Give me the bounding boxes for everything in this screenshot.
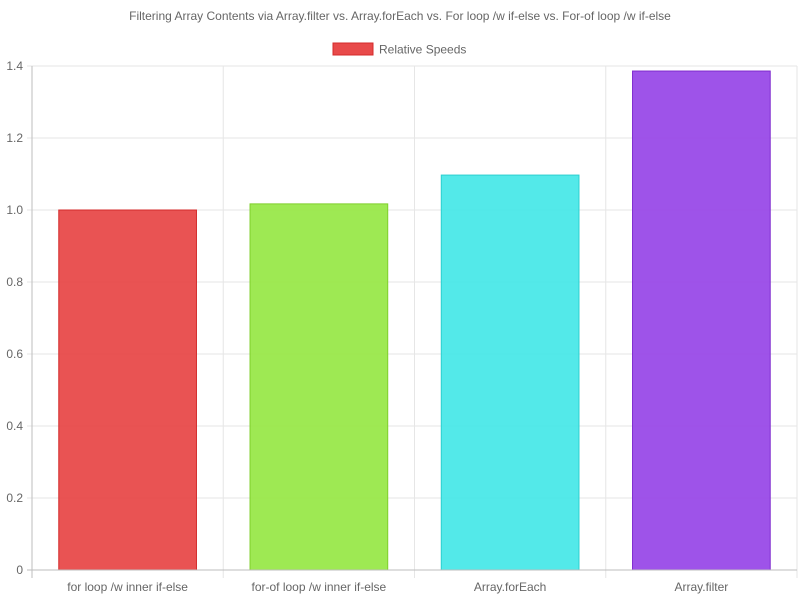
bar-3[interactable] [632, 70, 771, 571]
bar-2[interactable] [440, 174, 580, 571]
y-tick-label: 1.0 [6, 203, 23, 217]
y-tick-label: 0.4 [6, 419, 23, 433]
legend[interactable]: Relative Speeds [332, 42, 466, 57]
bar-1[interactable] [249, 203, 389, 571]
y-tick-label: 0 [16, 563, 23, 577]
x-tick-label: for loop /w inner if-else [67, 580, 188, 594]
x-tick-label: Array.filter [674, 580, 728, 594]
legend-swatch [332, 42, 374, 56]
axes [27, 66, 797, 578]
y-tick-label: 0.2 [6, 491, 23, 505]
x-tick-label: Array.forEach [474, 580, 546, 594]
x-tick-label: for-of loop /w inner if-else [252, 580, 387, 594]
y-tick-label: 0.8 [6, 275, 23, 289]
y-tick-label: 1.2 [6, 131, 23, 145]
x-axis-ticks: for loop /w inner if-else for-of loop /w … [67, 580, 728, 594]
bars [58, 70, 771, 571]
y-tick-label: 1.4 [6, 59, 23, 73]
chart-title: Filtering Array Contents via Array.filte… [129, 9, 671, 23]
bar-0[interactable] [58, 209, 197, 571]
y-tick-label: 0.6 [6, 347, 23, 361]
y-axis-ticks: 0 0.2 0.4 0.6 0.8 1.0 1.2 1.4 [6, 59, 23, 577]
legend-label: Relative Speeds [379, 43, 466, 57]
